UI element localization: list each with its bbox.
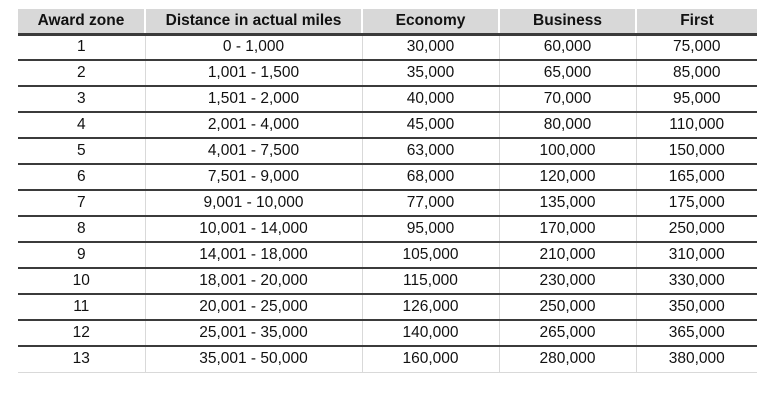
distance-cell: 1,501 - 2,000 (144, 86, 362, 112)
business-cell: 100,000 (498, 138, 636, 164)
award-zone-cell: 11 (73, 298, 90, 315)
award-zone-cell: 10 (72, 272, 90, 289)
economy-cell: 160,000 (361, 346, 499, 372)
economy-cell: 30,000 (361, 34, 499, 60)
first-cell: 380,000 (635, 346, 757, 372)
first-cell: 150,000 (635, 138, 757, 164)
first-cell: 250,000 (635, 216, 757, 242)
distance-cell: 0 - 1,000 (144, 34, 362, 60)
column-header-distance: Distance in actual miles (144, 9, 362, 36)
business-cell: 135,000 (498, 190, 636, 216)
award-zone-cell: 7 (76, 194, 86, 211)
award-zone-cell: 3 (76, 90, 86, 107)
economy-cell: 77,000 (361, 190, 499, 216)
distance-cell: 35,001 - 50,000 (144, 346, 362, 372)
column-header-first: First (635, 9, 757, 36)
award-zone-mileage-table: Award zone Distance in actual miles Econ… (18, 9, 757, 373)
first-cell: 75,000 (635, 34, 757, 60)
award-zone-cell: 8 (76, 220, 86, 237)
table-row: 11 20,001 - 25,000 126,000 250,000 350,000 (18, 294, 757, 320)
business-cell: 230,000 (498, 268, 636, 294)
distance-cell: 14,001 - 18,000 (144, 242, 362, 268)
economy-cell: 40,000 (361, 86, 499, 112)
first-cell: 310,000 (635, 242, 757, 268)
table-row: 4 2,001 - 4,000 45,000 80,000 110,000 (18, 112, 757, 138)
distance-cell: 2,001 - 4,000 (144, 112, 362, 138)
economy-cell: 105,000 (361, 242, 499, 268)
column-header-award-zone: Award zone (18, 9, 145, 36)
economy-cell: 126,000 (361, 294, 499, 320)
economy-cell: 115,000 (361, 268, 499, 294)
table-row: 13 35,001 - 50,000 160,000 280,000 380,000 (18, 346, 757, 372)
first-cell: 350,000 (635, 294, 757, 320)
business-cell: 65,000 (498, 60, 636, 86)
award-zone-cell: 5 (76, 142, 86, 159)
business-cell: 170,000 (498, 216, 636, 242)
table-header: Award zone Distance in actual miles Econ… (18, 9, 757, 36)
first-cell: 85,000 (635, 60, 757, 86)
table-row: 5 4,001 - 7,500 63,000 100,000 150,000 (18, 138, 757, 164)
distance-cell: 7,501 - 9,000 (144, 164, 362, 190)
table-row: 7 9,001 - 10,000 77,000 135,000 175,000 (18, 190, 757, 216)
award-zone-cell: 6 (76, 168, 86, 185)
distance-cell: 10,001 - 14,000 (144, 216, 362, 242)
header-row: Award zone Distance in actual miles Econ… (18, 9, 757, 36)
column-header-business: Business (498, 9, 636, 36)
distance-cell: 20,001 - 25,000 (144, 294, 362, 320)
award-zone-cell: 9 (76, 246, 86, 263)
first-cell: 175,000 (635, 190, 757, 216)
table-row: 10 18,001 - 20,000 115,000 230,000 330,000 (18, 268, 757, 294)
table-row: 6 7,501 - 9,000 68,000 120,000 165,000 (18, 164, 757, 190)
business-cell: 60,000 (498, 34, 636, 60)
business-cell: 210,000 (498, 242, 636, 268)
distance-cell: 1,001 - 1,500 (144, 60, 362, 86)
business-cell: 70,000 (498, 86, 636, 112)
award-zone-cell: 1 (76, 38, 86, 56)
business-cell: 120,000 (498, 164, 636, 190)
business-cell: 265,000 (498, 320, 636, 346)
economy-cell: 45,000 (361, 112, 499, 138)
economy-cell: 140,000 (361, 320, 499, 346)
distance-cell: 4,001 - 7,500 (144, 138, 362, 164)
table-body: 1 0 - 1,000 30,000 60,000 75,000 2 1,001 - 1,5… (18, 34, 757, 372)
distance-cell: 18,001 - 20,000 (144, 268, 362, 294)
table-row: 12 25,001 - 35,000 140,000 265,000 365,000 (18, 320, 757, 346)
award-zone-cell: 4 (76, 116, 86, 133)
economy-cell: 68,000 (361, 164, 499, 190)
first-cell: 165,000 (635, 164, 757, 190)
first-cell: 365,000 (635, 320, 757, 346)
table-row: 1 0 - 1,000 30,000 60,000 75,000 (18, 34, 757, 60)
economy-cell: 35,000 (361, 60, 499, 86)
first-cell: 95,000 (635, 86, 757, 112)
distance-cell: 9,001 - 10,000 (144, 190, 362, 216)
first-cell: 330,000 (635, 268, 757, 294)
economy-cell: 63,000 (361, 138, 499, 164)
award-zone-cell: 12 (72, 324, 90, 341)
table-row: 8 10,001 - 14,000 95,000 170,000 250,000 (18, 216, 757, 242)
table-row: 9 14,001 - 18,000 105,000 210,000 310,000 (18, 242, 757, 268)
business-cell: 250,000 (498, 294, 636, 320)
economy-cell: 95,000 (361, 216, 499, 242)
business-cell: 80,000 (498, 112, 636, 138)
first-cell: 110,000 (635, 112, 757, 138)
column-header-economy: Economy (361, 9, 499, 36)
business-cell: 280,000 (498, 346, 636, 372)
award-zone-cell: 13 (72, 350, 90, 368)
award-zone-cell: 2 (76, 64, 86, 81)
table-row: 3 1,501 - 2,000 40,000 70,000 95,000 (18, 86, 757, 112)
distance-cell: 25,001 - 35,000 (144, 320, 362, 346)
table-row: 2 1,001 - 1,500 35,000 65,000 85,000 (18, 60, 757, 86)
